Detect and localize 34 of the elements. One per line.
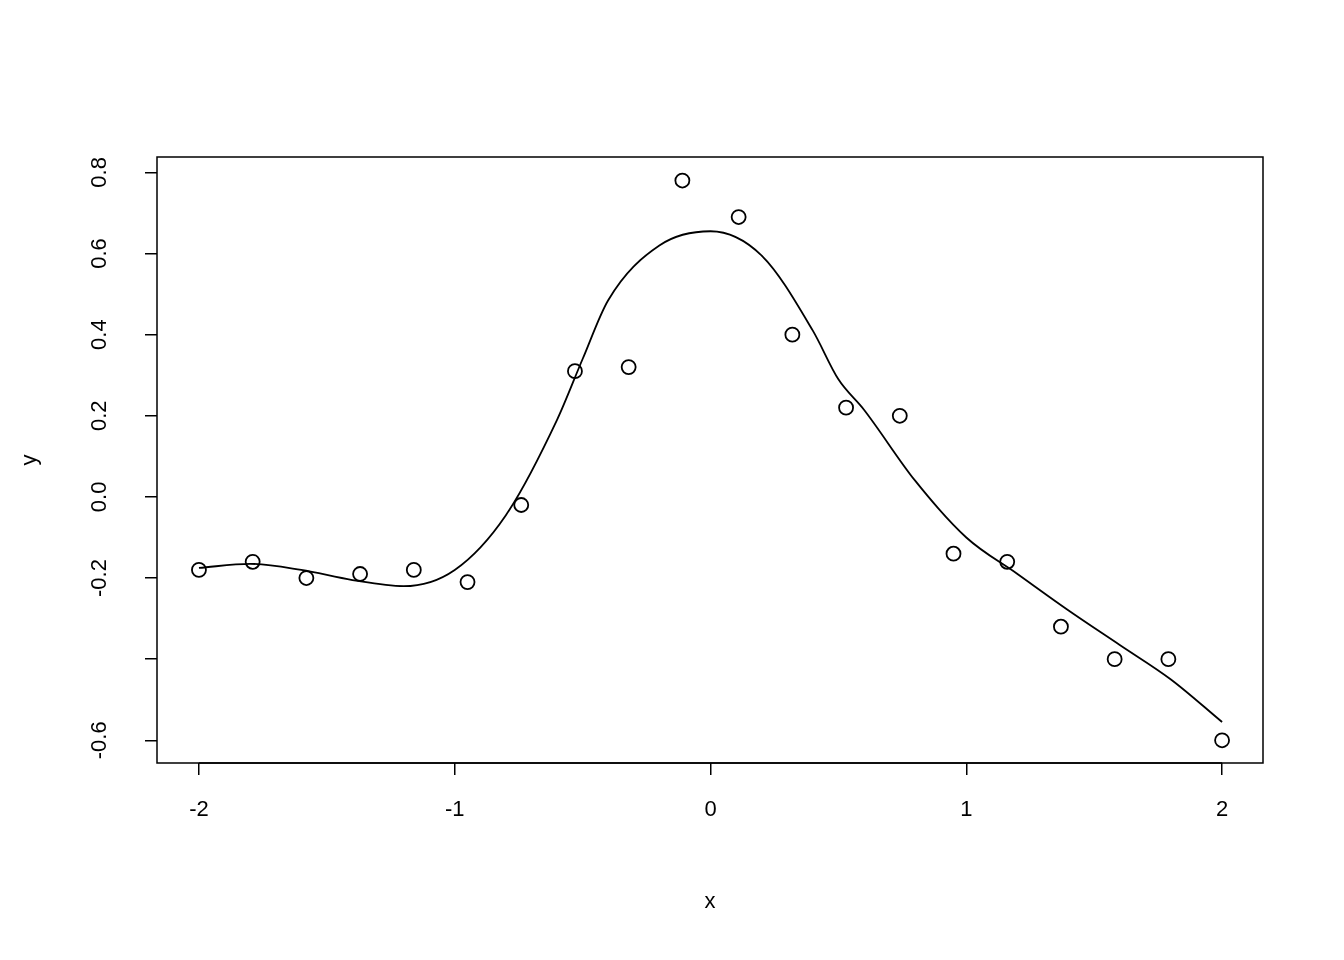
y-axis-title: y	[16, 454, 42, 466]
point	[1106, 651, 1123, 668]
point	[945, 545, 962, 562]
x-tick-label: 2	[1215, 796, 1229, 822]
x-tick-label: -2	[189, 796, 209, 822]
point	[352, 566, 368, 582]
y-tick-label: 0.4	[86, 319, 112, 350]
x-axis-title: x	[704, 888, 716, 914]
y-tick-label: 0.0	[86, 481, 112, 513]
y-tick-label: 0.8	[86, 157, 112, 188]
point	[999, 553, 1016, 570]
x-tick-label: -1	[444, 796, 465, 822]
point	[1214, 732, 1230, 749]
point	[405, 562, 422, 578]
y-tick-label: -0.2	[86, 559, 112, 597]
point	[298, 570, 315, 586]
point	[674, 172, 691, 189]
point	[1160, 651, 1177, 668]
point	[459, 574, 476, 590]
y-tick-label: 0.2	[86, 400, 112, 432]
point	[567, 363, 583, 380]
x-tick-label: 1	[960, 796, 973, 822]
x-tick-label: 0	[704, 796, 717, 822]
point	[891, 407, 908, 424]
point	[513, 497, 530, 513]
point	[620, 359, 637, 376]
y-tick-label: 0.6	[86, 238, 112, 269]
point	[730, 209, 747, 225]
point	[191, 562, 207, 578]
point	[838, 399, 854, 416]
point	[1053, 618, 1069, 635]
y-tick-label: -0.6	[86, 721, 112, 760]
point	[784, 326, 801, 343]
point	[244, 553, 261, 570]
